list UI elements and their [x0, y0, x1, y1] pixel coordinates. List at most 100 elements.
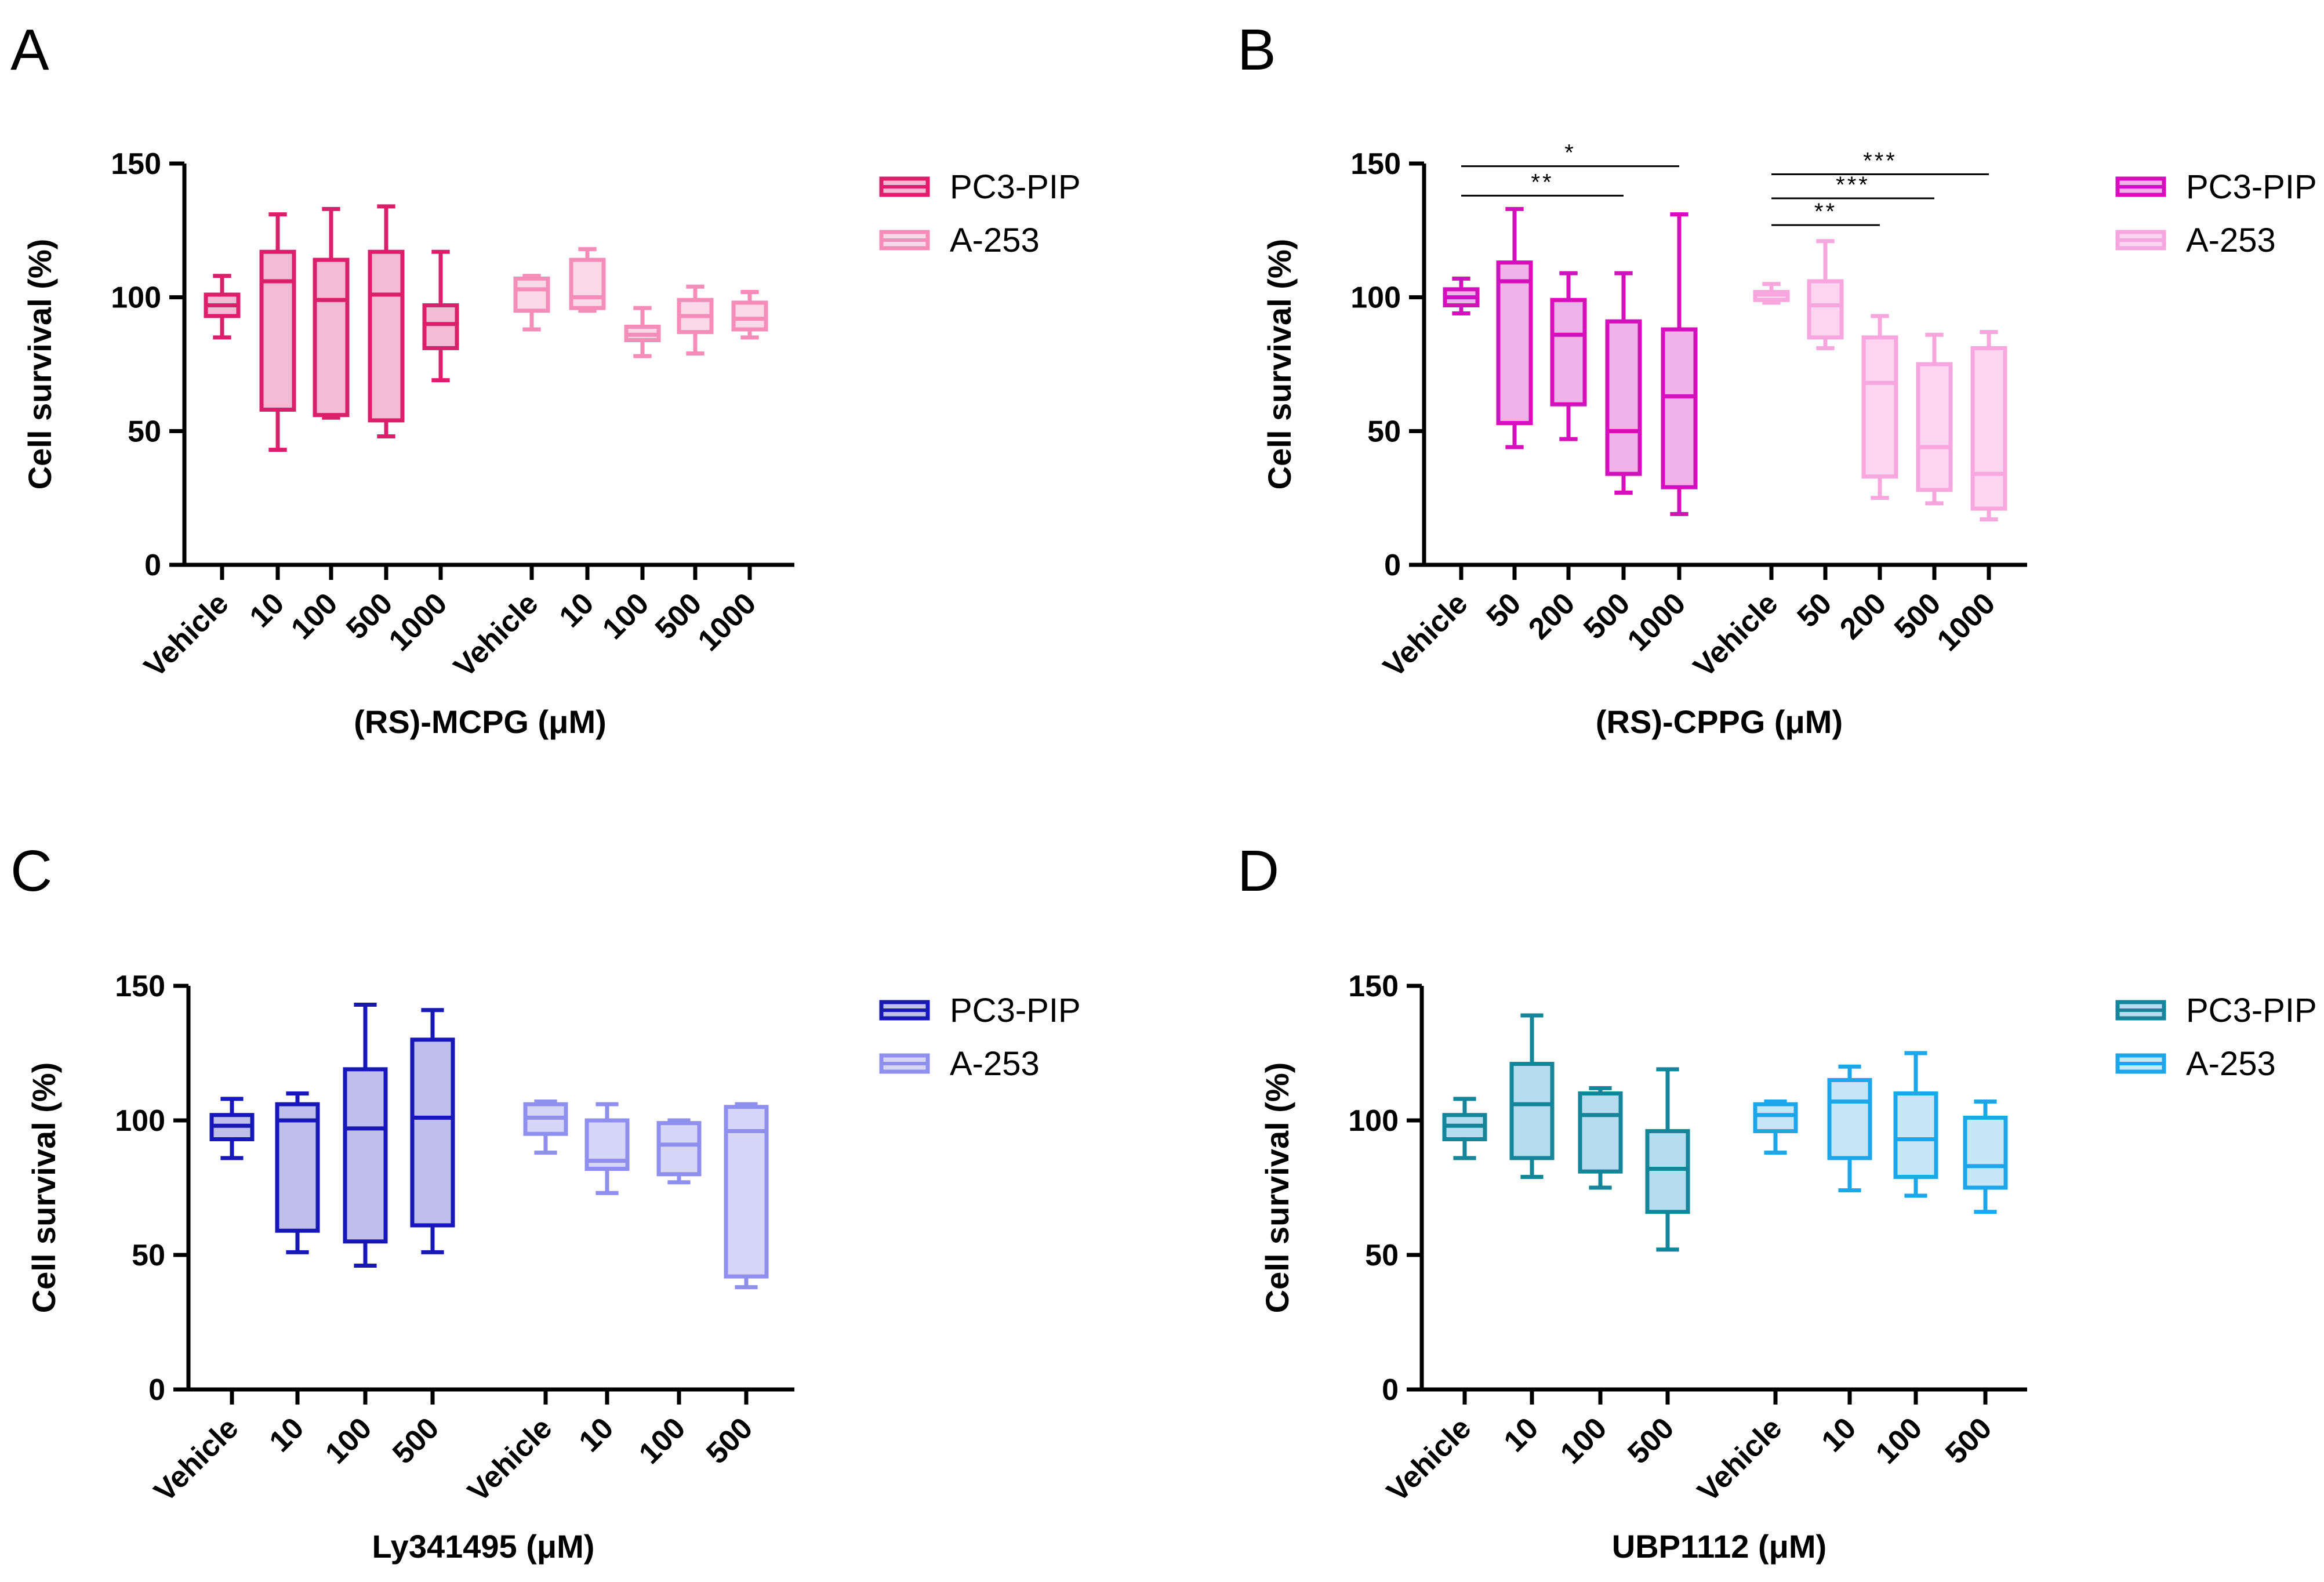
x-axis-title: (RS)-MCPG (μM)	[354, 703, 607, 740]
box-pc3-pip-100	[313, 206, 350, 420]
legend-item-pc3-pip: PC3-PIP	[879, 168, 1081, 206]
legend-label: A-253	[2186, 1045, 2276, 1083]
box-iqr	[1661, 327, 1698, 489]
panel-letter: A	[10, 17, 49, 82]
y-tick-label: 50	[128, 415, 161, 448]
box-pc3-pip-10	[275, 1091, 320, 1254]
box-a-253-vehicle	[1753, 282, 1790, 305]
y-tick-label: 100	[1348, 1104, 1399, 1138]
y-tick-label: 100	[115, 1104, 165, 1138]
box-iqr	[410, 1037, 455, 1228]
box-iqr	[513, 276, 550, 313]
y-tick-label: 150	[1348, 970, 1399, 1003]
legend-item-pc3-pip: PC3-PIP	[2115, 992, 2317, 1029]
box-iqr	[368, 249, 405, 423]
legend-label: PC3-PIP	[2186, 992, 2317, 1029]
box-pc3-pip-500	[368, 204, 405, 439]
box-a-253-100	[656, 1118, 702, 1185]
box-a-253-10	[584, 1102, 630, 1195]
significance-label: **	[1814, 199, 1837, 224]
box-a-253-200	[1861, 314, 1898, 500]
y-tick-label: 0	[1382, 1373, 1399, 1407]
y-tick-label: 150	[111, 147, 161, 181]
box-iqr	[1605, 319, 1642, 476]
legend-label: A-253	[950, 222, 1040, 259]
box-pc3-pip-100	[1578, 1086, 1623, 1190]
box-iqr	[1578, 1091, 1623, 1174]
y-axis-title: Cell survival (%)	[26, 1062, 62, 1314]
box-iqr	[1645, 1129, 1690, 1214]
box-iqr	[313, 257, 350, 418]
box-a-253-500	[724, 1102, 769, 1290]
box-iqr	[259, 249, 296, 412]
box-iqr	[1550, 297, 1587, 407]
legend-label: PC3-PIP	[950, 168, 1081, 206]
box-a-253-vehicle	[513, 274, 550, 332]
significance-label: *	[1564, 140, 1576, 166]
box-pc3-pip-200	[1550, 271, 1587, 441]
box-pc3-pip-vehicle	[1442, 1097, 1487, 1160]
y-tick-label: 0	[148, 1373, 165, 1407]
box-pc3-pip-1000	[422, 249, 459, 383]
panel-letter: C	[10, 839, 52, 904]
box-pc3-pip-100	[343, 1002, 388, 1268]
box-iqr	[1963, 1115, 2008, 1190]
legend-item-a-253: A-253	[879, 222, 1040, 259]
panel-letter: D	[1237, 839, 1279, 904]
box-a-253-100	[624, 306, 661, 358]
significance-label: **	[1531, 169, 1553, 195]
box-iqr	[1970, 346, 2007, 511]
y-tick-label: 150	[1350, 147, 1401, 181]
box-iqr	[731, 300, 768, 332]
box-a-253-500	[677, 284, 714, 356]
y-axis-title: Cell survival (%)	[1261, 239, 1298, 490]
box-a-253-10	[569, 247, 606, 313]
legend-label: A-253	[950, 1045, 1040, 1083]
y-tick-label: 50	[1367, 415, 1401, 448]
box-iqr	[656, 1121, 702, 1177]
legend-item-pc3-pip: PC3-PIP	[2115, 168, 2317, 206]
box-a-253-50	[1807, 239, 1844, 350]
box-a-253-1000	[731, 289, 768, 340]
box-iqr	[569, 257, 606, 310]
box-iqr	[1861, 335, 1898, 479]
box-iqr	[1496, 260, 1533, 425]
box-a-253-vehicle	[1753, 1100, 1798, 1155]
legend-item-a-253: A-253	[2115, 1045, 2276, 1083]
box-iqr	[1753, 1102, 1798, 1134]
box-iqr	[1807, 279, 1844, 340]
box-pc3-pip-500	[1645, 1067, 1690, 1252]
y-tick-label: 50	[1365, 1239, 1399, 1272]
box-pc3-pip-vehicle	[204, 274, 241, 340]
legend-label: A-253	[2186, 222, 2276, 259]
box-pc3-pip-500	[1605, 271, 1642, 495]
y-tick-label: 100	[111, 281, 161, 315]
y-axis-title: Cell survival (%)	[1259, 1062, 1295, 1314]
y-tick-label: 50	[132, 1239, 165, 1272]
legend-label: PC3-PIP	[2186, 168, 2317, 206]
box-pc3-pip-500	[410, 1008, 455, 1254]
y-tick-label: 0	[1384, 549, 1401, 582]
box-iqr	[1509, 1062, 1555, 1160]
y-axis-title: Cell survival (%)	[21, 239, 58, 490]
box-a-253-500	[1916, 332, 1953, 506]
panel-letter: B	[1237, 17, 1276, 82]
box-iqr	[1916, 362, 1953, 492]
y-tick-label: 150	[115, 970, 165, 1003]
box-pc3-pip-vehicle	[1443, 276, 1480, 315]
box-iqr	[1893, 1091, 1938, 1179]
box-iqr	[422, 303, 459, 350]
legend-label: PC3-PIP	[950, 992, 1081, 1029]
box-a-253-vehicle	[523, 1100, 568, 1155]
box-pc3-pip-10	[1509, 1013, 1555, 1179]
legend-item-pc3-pip: PC3-PIP	[879, 992, 1081, 1029]
y-tick-label: 100	[1350, 281, 1401, 315]
box-a-253-10	[1827, 1064, 1872, 1193]
box-iqr	[1827, 1077, 1872, 1160]
significance-label: ***	[1836, 172, 1870, 198]
box-pc3-pip-vehicle	[209, 1097, 255, 1160]
significance-label: ***	[1863, 148, 1897, 173]
legend-item-a-253: A-253	[879, 1045, 1040, 1083]
box-a-253-500	[1963, 1100, 2008, 1214]
